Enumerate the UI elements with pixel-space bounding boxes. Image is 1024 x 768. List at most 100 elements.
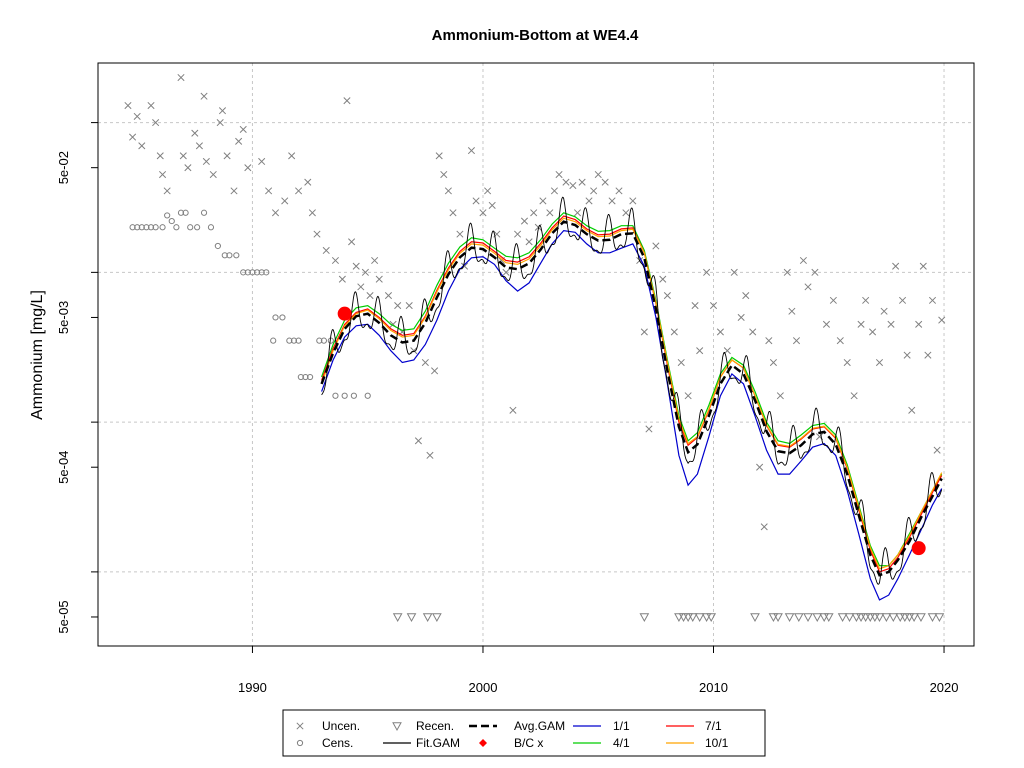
uncen-point bbox=[811, 268, 819, 276]
uncen-point bbox=[850, 392, 858, 400]
uncen-point bbox=[421, 358, 429, 367]
cens-point bbox=[350, 392, 357, 399]
uncen-point bbox=[230, 187, 238, 195]
uncen-point bbox=[449, 209, 457, 217]
uncen-point bbox=[629, 197, 637, 205]
cens-point bbox=[240, 269, 247, 276]
cens-point bbox=[138, 224, 145, 231]
legend-label: 1/1 bbox=[613, 719, 630, 733]
cens-point bbox=[177, 209, 185, 216]
uncen-point bbox=[783, 268, 791, 276]
uncen-point bbox=[608, 197, 616, 205]
uncen-point bbox=[742, 292, 750, 300]
uncen-point bbox=[479, 209, 487, 217]
cens-point bbox=[320, 337, 328, 344]
cens-point bbox=[297, 373, 304, 381]
recen-point bbox=[860, 613, 871, 623]
uncen-point bbox=[343, 97, 351, 105]
recen-point bbox=[768, 613, 779, 623]
recen-point bbox=[865, 613, 876, 623]
cens-point bbox=[129, 224, 136, 231]
legend-label: 10/1 bbox=[705, 736, 729, 750]
cens-point bbox=[258, 269, 265, 276]
cens-point bbox=[214, 242, 221, 250]
uncen-point bbox=[585, 197, 593, 205]
legend-label: Cens. bbox=[322, 736, 353, 750]
legend-box bbox=[282, 709, 766, 757]
cens-point bbox=[244, 269, 251, 276]
cens-point bbox=[134, 224, 141, 231]
uncen-point bbox=[622, 209, 630, 217]
legend-symbol-x bbox=[296, 722, 304, 730]
uncen-point bbox=[539, 197, 547, 205]
uncen-point bbox=[898, 296, 907, 304]
recen-point bbox=[422, 613, 433, 623]
plot-frame bbox=[97, 62, 975, 647]
legend: Uncen. Cens. Recen. Fit.GAM Avg.GAM B/C x 1/1 4… bbox=[282, 709, 766, 757]
uncen-point bbox=[467, 147, 476, 155]
cens-point bbox=[152, 224, 159, 231]
uncen-point bbox=[776, 392, 784, 400]
recen-point bbox=[701, 613, 712, 623]
uncen-point bbox=[677, 358, 685, 367]
uncen-point bbox=[426, 451, 434, 459]
series-line-fit-gam bbox=[321, 196, 943, 585]
uncen-point bbox=[562, 178, 570, 186]
recen-point bbox=[706, 613, 717, 623]
uncen-point bbox=[216, 119, 224, 127]
recen-point bbox=[909, 613, 919, 623]
recen-point bbox=[881, 613, 892, 623]
cens-point bbox=[253, 269, 261, 276]
bc-markers bbox=[337, 306, 926, 556]
legend-item: 1/1 bbox=[573, 719, 630, 733]
uncen-point bbox=[184, 164, 192, 172]
uncen-point bbox=[308, 209, 316, 217]
uncen-point bbox=[730, 268, 738, 276]
recen-point bbox=[406, 613, 417, 623]
recen-point bbox=[432, 613, 442, 623]
legend-label: 7/1 bbox=[705, 719, 722, 733]
uncen-point bbox=[919, 262, 927, 270]
uncen-point bbox=[394, 302, 402, 310]
uncen-point bbox=[322, 246, 330, 255]
recen-point bbox=[784, 613, 795, 623]
recen-point bbox=[874, 613, 885, 623]
cens-point bbox=[187, 224, 194, 231]
uncen-point bbox=[223, 152, 231, 160]
uncen-point bbox=[843, 358, 851, 367]
uncen-point bbox=[371, 256, 379, 265]
chart-title: Ammonium-Bottom at WE4.4 bbox=[432, 27, 639, 44]
uncen-point bbox=[202, 157, 210, 166]
legend-item: Recen. bbox=[392, 719, 454, 733]
uncen-point bbox=[258, 157, 266, 166]
recen-point bbox=[694, 613, 705, 623]
y-axis: 5e-05 5e-04 5e-03 5e-02 bbox=[56, 122, 98, 634]
uncen-point bbox=[769, 358, 777, 367]
cens-point bbox=[270, 337, 277, 344]
legend-label: Avg.GAM bbox=[514, 719, 565, 733]
uncen-point bbox=[138, 142, 146, 150]
uncen-point bbox=[924, 351, 932, 359]
legend-item: 7/1 bbox=[666, 719, 722, 733]
uncen-point bbox=[440, 170, 448, 179]
series-lines bbox=[320, 196, 943, 601]
uncen-point bbox=[514, 230, 522, 238]
uncen-point bbox=[880, 307, 888, 315]
uncen-point bbox=[908, 406, 916, 414]
uncen-point bbox=[659, 275, 667, 283]
cens-point bbox=[290, 337, 298, 344]
uncen-point bbox=[578, 178, 586, 186]
uncen-point bbox=[163, 187, 171, 195]
legend-item: Avg.GAM bbox=[469, 719, 565, 733]
cens-point bbox=[159, 224, 166, 231]
uncen-point bbox=[765, 337, 773, 345]
recen-point bbox=[803, 613, 813, 623]
cens-point bbox=[302, 373, 309, 381]
uncen-point bbox=[331, 256, 339, 265]
uncen-point bbox=[691, 302, 699, 310]
uncen-point bbox=[361, 268, 369, 276]
uncen-point bbox=[555, 170, 563, 179]
cens-point bbox=[279, 314, 286, 321]
legend-item: Cens. bbox=[296, 736, 353, 750]
recen-point bbox=[773, 613, 783, 623]
